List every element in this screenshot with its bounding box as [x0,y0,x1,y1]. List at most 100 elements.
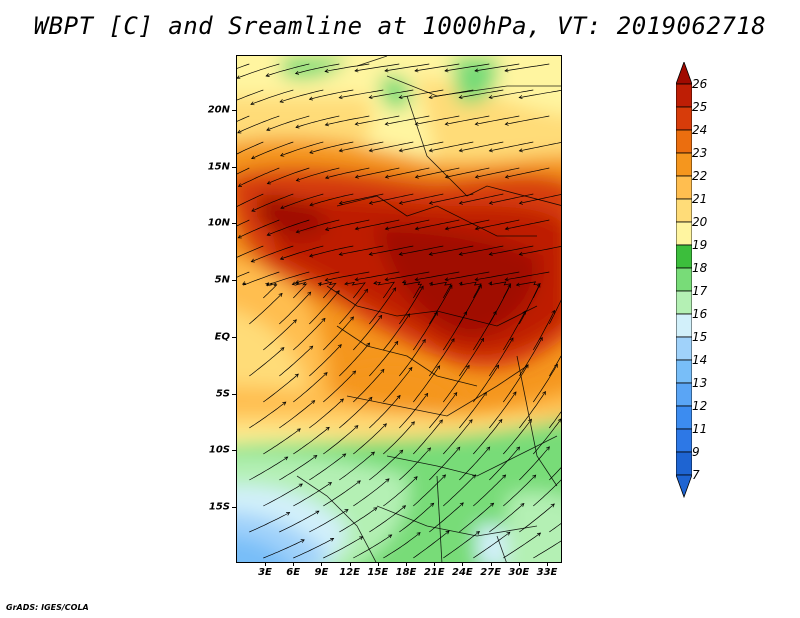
streamline-arrow [279,256,284,260]
streamline-arrow [528,418,532,423]
streamline [489,391,517,429]
streamline [519,90,561,98]
lat-label: 10S [208,444,230,456]
streamline-arrow [266,127,271,131]
streamline [263,483,303,507]
streamline [459,141,504,152]
streamline-arrow [265,73,270,77]
streamline [309,344,342,377]
streamline [237,115,250,122]
streamline [489,193,534,204]
streamline-arrow [344,281,349,286]
streamline-arrow [444,68,449,73]
streamline [309,193,354,206]
streamline [445,271,490,281]
colorbar-label: 26 [692,77,708,91]
streamline [503,364,529,403]
streamline-arrow [475,531,480,535]
streamline [459,89,504,98]
streamline-arrow [458,200,463,205]
streamline [503,474,536,507]
streamline-arrow [448,284,453,289]
lon-label: 33E [536,567,558,578]
streamline [339,141,384,152]
streamline [475,271,520,281]
country-border [406,95,561,206]
streamline-arrow [350,316,354,321]
streamline [459,446,490,481]
streamline-arrow [311,400,316,404]
streamline-arrow [474,68,479,73]
colorbar-swatch [676,382,692,407]
streamline-arrow [550,503,555,508]
streamline-arrow [368,95,373,100]
streamline-arrow [366,342,371,347]
streamline-arrow [398,200,403,205]
colorbar-swatch [676,198,692,223]
streamline-arrow [373,507,378,512]
streamline-arrow [399,449,404,454]
streamline [309,290,340,325]
streamline-arrow [396,394,401,399]
streamline [237,115,280,134]
streamline-arrow [444,121,449,126]
streamline [459,502,494,533]
streamline [475,115,520,125]
streamline-arrow [324,277,329,282]
colorbar-label: 12 [692,399,708,413]
streamline [474,63,520,72]
streamline [443,474,476,507]
streamline [323,480,361,507]
lat-tick [232,110,236,111]
streamline [415,115,460,125]
streamline-arrow [428,200,433,205]
country-border [376,505,538,537]
streamline-arrow [474,174,479,179]
streamline-arrow [237,183,243,187]
streamline [249,401,287,429]
streamline [385,167,430,178]
colorbar-label: 15 [692,330,708,344]
streamline-arrow [429,281,433,286]
streamline [518,283,541,325]
streamline-arrow [518,95,523,100]
streamline-arrow [398,95,403,100]
streamline-arrow [414,277,419,282]
streamline [373,281,395,299]
streamline [429,193,474,204]
streamline-arrow [430,502,435,507]
streamline [339,193,384,204]
streamline-arrow [536,283,541,288]
streamline [549,467,561,481]
lon-label: 27E [480,567,501,578]
streamline-arrow [394,340,399,345]
streamline-arrow [373,280,378,285]
streamline [267,219,310,236]
streamline [473,419,503,455]
streamline [279,455,318,481]
streamline [251,245,294,263]
streamline-arrow [284,456,289,461]
streamline [549,523,561,533]
streamline-arrow [344,509,349,513]
streamline [489,141,534,152]
streamline-arrow [237,75,241,80]
streamline-arrow [286,512,291,516]
streamline [415,219,460,230]
streamline-arrow [422,338,426,344]
streamline-arrow [539,336,543,342]
streamline-arrow [384,68,389,73]
streamline-arrow [542,390,546,396]
lat-tick [232,450,236,451]
streamline [249,347,285,377]
streamline-arrow [359,536,364,540]
streamline-arrow [414,121,419,126]
country-border [336,325,478,387]
streamline-arrow [498,418,503,423]
streamline-arrow [384,226,389,231]
lat-tick [232,280,236,281]
streamline-arrow [401,280,407,284]
streamline-arrow [380,368,385,373]
streamline [385,219,430,230]
streamline [325,167,370,179]
